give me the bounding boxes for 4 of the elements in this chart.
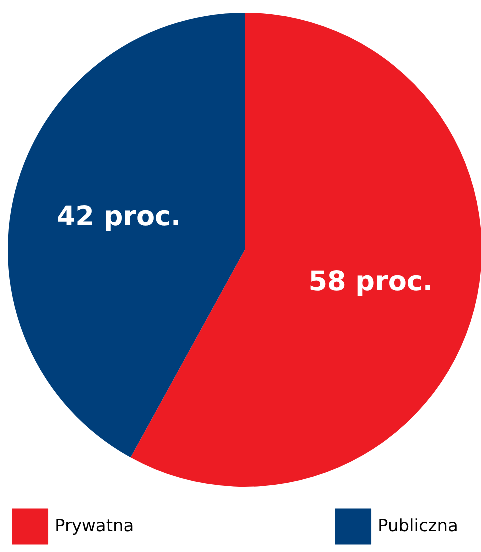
data-label: 42 proc.: [56, 202, 182, 233]
legend-label: Prywatna: [55, 516, 134, 537]
data-label: 58 proc.: [308, 266, 434, 298]
legend-label: Publiczna: [378, 516, 458, 537]
